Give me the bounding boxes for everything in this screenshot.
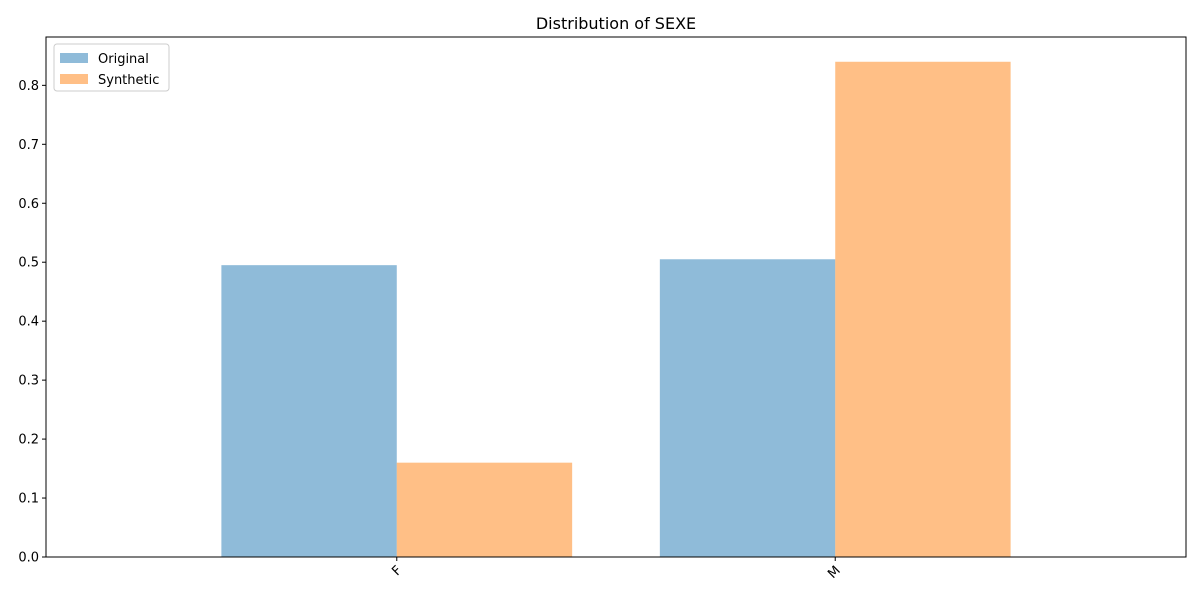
y-axis: 0.0 0.1 0.2 0.3 0.4 0.5 0.6 0.7 0.8: [18, 79, 46, 566]
bar-original-m: [659, 259, 836, 557]
y-tick-label: 0.8: [18, 79, 39, 94]
bar-synthetic-m: [835, 61, 1011, 558]
x-tick-label: F: [389, 563, 405, 579]
y-tick-label: 0.6: [18, 197, 39, 212]
legend: Original Synthetic: [53, 43, 170, 92]
bar-synthetic-f: [396, 462, 573, 557]
y-tick-label: 0.5: [18, 256, 39, 271]
bars-group: [221, 61, 1011, 558]
bar-original-f: [221, 265, 397, 557]
y-tick-label: 0.1: [18, 492, 39, 507]
y-tick-label: 0.2: [18, 433, 39, 448]
x-tick-label: M: [825, 563, 844, 582]
y-tick-label: 0.0: [18, 551, 39, 566]
legend-swatch-synthetic: [60, 74, 88, 84]
legend-label-synthetic: Synthetic: [98, 73, 159, 88]
plot-frame: [45, 36, 1187, 558]
y-tick-label: 0.3: [18, 374, 39, 389]
legend-swatch-original: [60, 53, 88, 63]
y-tick-label: 0.7: [18, 138, 39, 153]
y-tick-label: 0.4: [18, 315, 39, 330]
legend-label-original: Original: [98, 52, 149, 67]
chart-title: Distribution of SEXE: [536, 14, 696, 33]
